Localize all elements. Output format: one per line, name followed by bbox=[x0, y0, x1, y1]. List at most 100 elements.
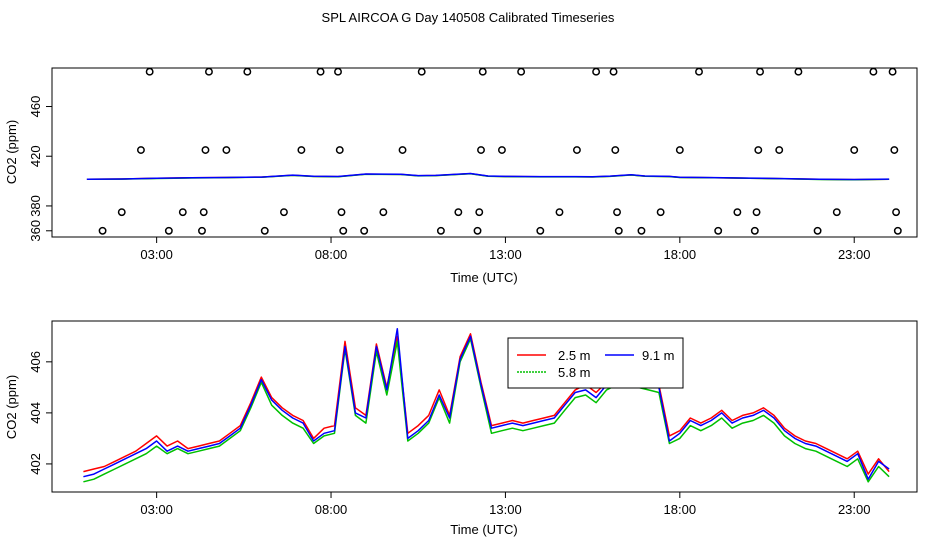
scatter-point bbox=[775, 146, 784, 154]
xtick-label: 18:00 bbox=[664, 247, 697, 262]
ytick-label: 404 bbox=[28, 402, 43, 424]
scatter-point bbox=[360, 226, 369, 235]
scatter-point bbox=[475, 208, 484, 217]
scatter-point bbox=[477, 146, 485, 154]
scatter-point bbox=[199, 208, 208, 217]
panel-bottom-yticks: 402 404 406 bbox=[28, 351, 52, 475]
scatter-point bbox=[379, 208, 388, 217]
panel-top-series bbox=[86, 172, 890, 181]
scatter-point bbox=[614, 226, 623, 235]
scatter-point bbox=[611, 146, 620, 154]
scatter-point bbox=[117, 208, 126, 217]
xtick-label: 23:00 bbox=[838, 502, 871, 517]
panel-top-yticks: 360 380 420 460 bbox=[28, 96, 52, 242]
xtick-label: 03:00 bbox=[140, 247, 173, 262]
scatter-point bbox=[733, 208, 742, 217]
scatter-point bbox=[164, 226, 173, 235]
scatter-point bbox=[752, 208, 761, 217]
panel-top-xlabel: Time (UTC) bbox=[450, 270, 517, 285]
scatter-point bbox=[517, 67, 526, 76]
panel-top-xticks: 03:00 08:00 13:00 18:00 23:00 bbox=[140, 237, 870, 262]
scatter-point bbox=[869, 67, 878, 76]
scatter-point bbox=[205, 67, 213, 76]
legend-label-9-1m: 9.1 m bbox=[642, 348, 675, 363]
scatter-point bbox=[609, 67, 618, 76]
xtick-label: 23:00 bbox=[838, 247, 871, 262]
scatter-point bbox=[572, 146, 581, 154]
scatter-point bbox=[136, 146, 145, 154]
panel-top-scatter bbox=[98, 67, 902, 235]
scatter-point bbox=[613, 208, 621, 217]
ytick-label: 402 bbox=[28, 453, 43, 475]
scatter-point bbox=[417, 67, 426, 76]
ytick-label: 420 bbox=[28, 145, 43, 167]
scatter-point bbox=[454, 208, 463, 217]
scatter-point bbox=[473, 226, 482, 235]
scatter-point bbox=[260, 226, 269, 235]
scatter-point bbox=[478, 67, 487, 76]
panel-top-ylabel: CO2 (ppm) bbox=[4, 120, 19, 184]
scatter-point bbox=[436, 226, 445, 235]
scatter-point bbox=[813, 226, 822, 235]
panel-bottom-xticks: 03:00 08:00 13:00 18:00 23:00 bbox=[140, 492, 870, 517]
ytick-label: 460 bbox=[28, 96, 43, 118]
scatter-point bbox=[98, 226, 107, 235]
panel-bottom-ylabel: CO2 (ppm) bbox=[4, 375, 19, 439]
scatter-point bbox=[754, 146, 763, 154]
xtick-label: 18:00 bbox=[664, 502, 697, 517]
scatter-point bbox=[297, 146, 306, 154]
legend-label-5-8m: 5.8 m bbox=[558, 365, 591, 380]
scatter-point bbox=[592, 67, 601, 76]
scatter-point bbox=[316, 67, 325, 76]
panel-bottom-series bbox=[83, 327, 890, 483]
scatter-point bbox=[888, 67, 897, 76]
panel-top: Time (UTC) CO2 (ppm) 03:00 08:00 13:00 18:0… bbox=[4, 67, 918, 285]
scatter-point bbox=[850, 146, 859, 154]
scatter-point bbox=[178, 208, 187, 217]
xtick-label: 13:00 bbox=[489, 502, 522, 517]
panel-bottom: Time (UTC) CO2 (ppm) 03:00 08:00 13:00 18:0… bbox=[4, 320, 918, 537]
scatter-point bbox=[339, 226, 348, 235]
ytick-label: 380 bbox=[28, 195, 43, 217]
xtick-label: 08:00 bbox=[315, 502, 348, 517]
scatter-point bbox=[555, 208, 564, 217]
scatter-point bbox=[145, 67, 154, 76]
scatter-point bbox=[334, 67, 342, 76]
figure-title: SPL AIRCOA G Day 140508 Calibrated Times… bbox=[322, 10, 615, 25]
legend-label-2-5m: 2.5 m bbox=[558, 348, 591, 363]
scatter-point bbox=[536, 226, 545, 235]
scatter-point bbox=[892, 208, 901, 217]
scatter-point bbox=[497, 146, 506, 154]
panel-top-frame bbox=[51, 67, 918, 238]
scatter-point bbox=[656, 208, 665, 217]
xtick-label: 03:00 bbox=[140, 502, 173, 517]
scatter-point bbox=[794, 67, 803, 76]
scatter-point bbox=[398, 146, 407, 154]
scatter-point bbox=[756, 67, 764, 76]
legend-box bbox=[507, 337, 684, 389]
scatter-point bbox=[675, 146, 684, 154]
scatter-point bbox=[637, 226, 646, 235]
scatter-point bbox=[279, 208, 288, 217]
panel-bottom-xlabel: Time (UTC) bbox=[450, 522, 517, 537]
scatter-point bbox=[893, 226, 902, 235]
scatter-point bbox=[198, 226, 206, 235]
scatter-point bbox=[335, 146, 344, 154]
scatter-point bbox=[222, 146, 231, 154]
scatter-point bbox=[337, 208, 346, 217]
scatter-point bbox=[243, 67, 252, 76]
ytick-label: 406 bbox=[28, 351, 43, 373]
scatter-point bbox=[201, 146, 210, 154]
scatter-point bbox=[890, 146, 899, 154]
panel-bottom-frame bbox=[51, 320, 918, 493]
scatter-point bbox=[750, 226, 759, 235]
scatter-point bbox=[714, 226, 723, 235]
scatter-point bbox=[695, 67, 703, 76]
series-line-5-8-m bbox=[83, 338, 890, 483]
scatter-point bbox=[832, 208, 841, 217]
legend: 2.5 m 9.1 m 5.8 m bbox=[507, 337, 684, 389]
xtick-label: 08:00 bbox=[315, 247, 348, 262]
series-line-9-1-m bbox=[83, 327, 890, 480]
